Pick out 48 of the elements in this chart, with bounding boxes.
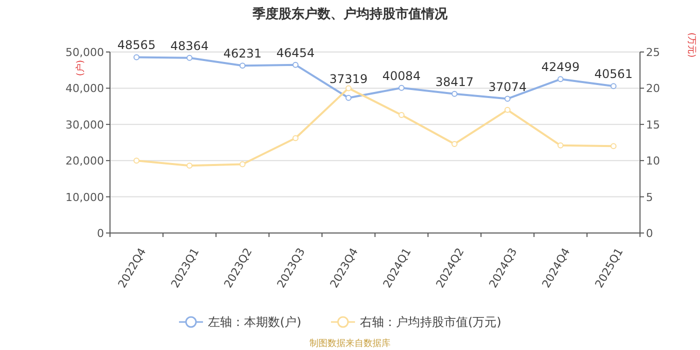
point <box>346 94 352 101</box>
data-label: 40084 <box>382 68 421 83</box>
point <box>558 76 564 82</box>
point <box>610 83 616 90</box>
data-label: 37074 <box>488 80 527 94</box>
y-axis-title: (户) <box>75 60 86 76</box>
point <box>186 54 192 61</box>
chart-title: 季度股东户数、户均持股市值情况 <box>252 6 448 22</box>
y2-tick-label: 25 <box>646 46 660 59</box>
y-tick-label: 50,000 <box>66 46 104 59</box>
point <box>452 90 458 97</box>
y-tick-label: 20,000 <box>66 154 104 168</box>
point <box>610 143 616 150</box>
data-label: 46231 <box>223 46 262 61</box>
legend-label: 左轴：本期数(户) <box>208 315 302 329</box>
point <box>186 162 192 169</box>
y-tick-label: 30,000 <box>66 118 104 132</box>
y-tick-label: 0 <box>97 227 104 240</box>
data-label: 38417 <box>435 74 474 89</box>
point <box>398 84 404 91</box>
y2-tick-label: 15 <box>646 118 660 132</box>
point <box>398 112 404 118</box>
y2-tick-label: 20 <box>646 82 660 96</box>
point <box>504 96 510 102</box>
point <box>134 54 140 60</box>
point <box>452 140 458 147</box>
point <box>240 62 246 69</box>
y-tick-label: 40,000 <box>66 82 104 96</box>
point <box>504 106 510 113</box>
data-label: 40561 <box>594 67 633 82</box>
y2-axis-title: (万元) <box>686 32 697 58</box>
point <box>558 142 564 148</box>
text: 制图数据来自数据库 <box>310 338 390 349</box>
y-tick-label: 10,000 <box>66 190 104 204</box>
data-label: 46454 <box>276 46 315 60</box>
point <box>134 158 140 164</box>
y2-tick-label: 5 <box>646 190 653 204</box>
legend-label: 右轴：户均持股市值(万元) <box>360 315 502 329</box>
y2-tick-label: 10 <box>646 154 660 168</box>
data-label: 42499 <box>541 60 580 74</box>
point <box>292 62 298 68</box>
point <box>346 85 352 92</box>
point <box>292 135 298 142</box>
data-label: 48364 <box>170 38 209 53</box>
point <box>240 161 246 168</box>
y2-tick-label: 0 <box>646 227 653 240</box>
data-label: 37319 <box>329 72 368 86</box>
data-label: 48565 <box>117 38 156 52</box>
